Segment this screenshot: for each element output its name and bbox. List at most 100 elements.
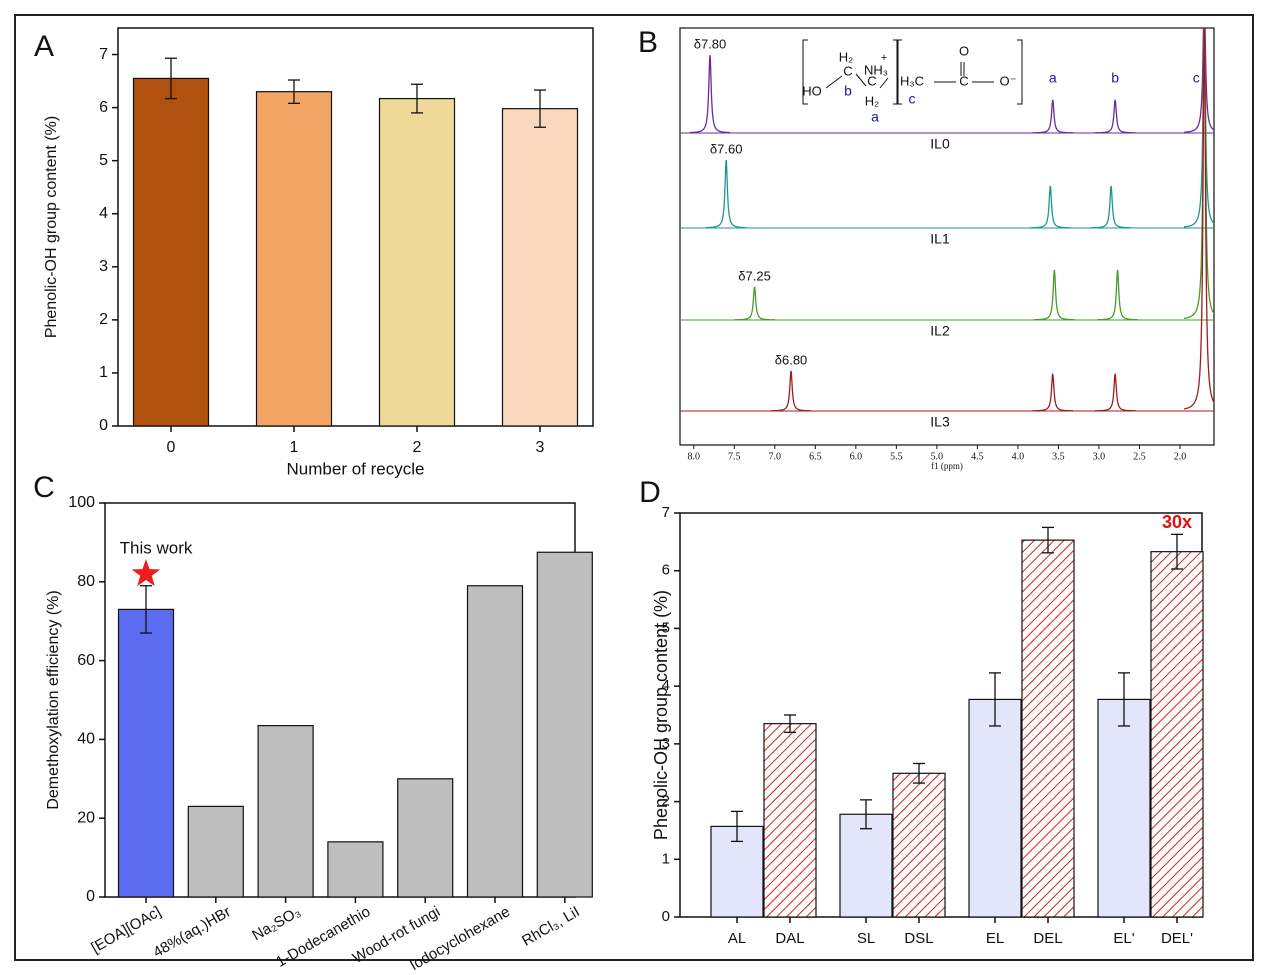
y-tick-label: 1 — [99, 364, 108, 381]
shift-label: δ7.80 — [694, 36, 727, 51]
error-bar — [913, 762, 925, 784]
assignment-label: b — [1111, 70, 1119, 86]
structure-line — [1017, 39, 1023, 105]
series-label: IL0 — [930, 136, 950, 152]
bar — [1021, 539, 1075, 918]
shift-label: δ7.25 — [738, 268, 771, 283]
x-tick-label: EL' — [1113, 930, 1134, 947]
structure-text: O — [959, 43, 969, 58]
star-icon — [131, 559, 161, 587]
structure-text: HO — [802, 83, 822, 98]
y-tick-label: 0 — [662, 908, 670, 925]
y-tick-label: 1 — [662, 850, 670, 867]
peak — [689, 55, 731, 134]
bar — [536, 551, 593, 898]
y-tick-label: 4 — [99, 205, 108, 222]
x-tick-label: Na₂SO₃ — [249, 903, 303, 944]
peak — [1097, 269, 1138, 321]
annotation: This work — [120, 538, 193, 557]
x-tick-label: 3.0 — [1093, 451, 1106, 462]
y-tick-label: 2 — [99, 311, 108, 328]
panel-label: A — [34, 30, 54, 63]
y-axis-label: Demethoxylation efficiency (%) — [45, 590, 62, 809]
shift-label: δ7.60 — [710, 141, 743, 156]
figure-border — [14, 14, 1254, 961]
series-label: IL3 — [930, 414, 950, 430]
plot-frame — [117, 27, 594, 427]
x-tick-label: 2.0 — [1174, 451, 1187, 462]
structure-text: H₃C — [900, 73, 924, 88]
structure-line — [893, 39, 899, 105]
y-tick-label: 6 — [99, 99, 108, 116]
y-tick-label: 3 — [662, 735, 670, 752]
y-tick-label: 40 — [77, 731, 95, 748]
assignment-label: a — [1049, 70, 1057, 86]
bar — [117, 608, 175, 898]
bar — [1150, 551, 1204, 918]
peak — [1094, 99, 1136, 134]
y-tick-label: 60 — [77, 652, 95, 669]
structure-text: O⁻ — [1000, 73, 1017, 88]
peak — [1090, 185, 1132, 229]
y-tick-label: 6 — [662, 562, 670, 579]
error-bar — [1118, 672, 1130, 727]
structure-text: C — [959, 73, 968, 88]
structure-text: + — [881, 52, 887, 64]
error-bar — [989, 672, 1001, 727]
y-tick-label: 20 — [77, 809, 95, 826]
bar — [257, 725, 314, 898]
assignment-label: c — [1193, 70, 1200, 86]
y-tick-label: 7 — [662, 504, 670, 521]
x-tick-label: 5.0 — [931, 451, 944, 462]
x-tick-label: AL — [728, 930, 746, 947]
shift-label: δ6.80 — [775, 352, 808, 367]
x-tick-label: EL — [986, 930, 1004, 947]
x-tick-label: 6.5 — [809, 451, 822, 462]
bar — [397, 778, 454, 898]
peak — [1034, 269, 1075, 321]
error-bar — [1171, 533, 1183, 570]
structure-text: a — [871, 109, 879, 125]
bar — [1097, 698, 1151, 918]
bar — [327, 841, 384, 898]
structure-text: NH₃ — [864, 62, 888, 77]
x-tick-label: 0 — [167, 439, 176, 456]
x-tick-label: RhCl₃, LiI — [519, 903, 583, 950]
y-tick-label: 0 — [86, 888, 95, 905]
x-tick-label: 3 — [536, 439, 545, 456]
bar — [839, 813, 893, 918]
error-bar — [1042, 526, 1054, 554]
peak — [1183, 28, 1214, 228]
annotation: 30x — [1162, 512, 1192, 532]
x-axis-label: f1 (ppm) — [931, 461, 963, 471]
x-tick-label: 1 — [290, 439, 299, 456]
y-axis-label: Phenolic-OH group content (%) — [43, 116, 60, 338]
structure-line — [802, 39, 808, 105]
error-bar — [411, 83, 423, 114]
bar — [968, 698, 1022, 918]
structure-text: H₂ — [865, 93, 879, 108]
structure-text: c — [909, 91, 916, 107]
structure-text: C — [843, 63, 852, 78]
y-axis-label: Phenolic-OH group content (%) — [651, 590, 671, 840]
peak — [1183, 28, 1214, 133]
error-bar — [140, 585, 152, 634]
x-tick-label: DAL — [775, 930, 804, 947]
structure-line — [896, 39, 902, 105]
bar — [132, 77, 210, 427]
y-tick-label: 80 — [77, 573, 95, 590]
bar — [501, 108, 579, 427]
y-tick-label: 100 — [68, 494, 95, 511]
panel-label: B — [638, 26, 658, 59]
error-bar — [860, 799, 872, 830]
x-tick-label: 6.0 — [850, 451, 863, 462]
y-tick-label: 4 — [662, 677, 670, 694]
x-tick-label: 3.5 — [1052, 451, 1065, 462]
x-tick-label: 2 — [413, 439, 422, 456]
x-tick-label: 7.0 — [769, 451, 782, 462]
error-bar — [731, 810, 743, 843]
x-tick-label: DEL' — [1161, 930, 1193, 947]
error-bar — [784, 714, 796, 733]
peak — [1183, 28, 1214, 320]
